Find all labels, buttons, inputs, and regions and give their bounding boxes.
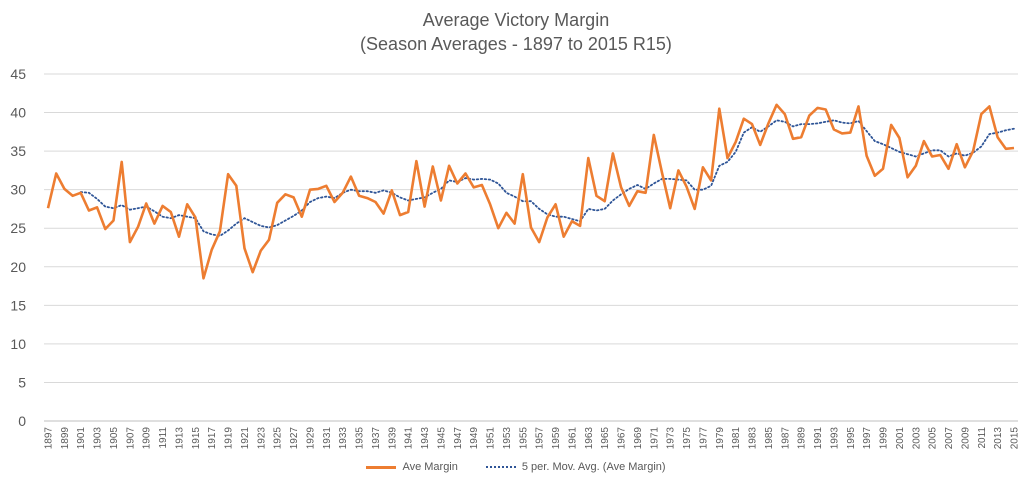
x-tick-label: 1941 [404, 427, 415, 450]
x-tick-label: 1935 [355, 427, 366, 450]
y-axis-ticks: 0 5 10 15 20 25 30 35 40 45 [10, 66, 26, 429]
x-tick-label: 1899 [60, 427, 71, 450]
x-tick-label: 2001 [895, 427, 906, 450]
y-tick-label: 10 [10, 336, 26, 352]
y-tick-label: 20 [10, 259, 26, 275]
x-tick-label: 1907 [125, 427, 136, 450]
y-tick-label: 0 [18, 413, 26, 429]
x-tick-label: 1913 [174, 427, 185, 450]
x-tick-label: 1981 [731, 427, 742, 450]
x-tick-label: 1955 [518, 427, 529, 450]
x-tick-label: 1919 [224, 427, 235, 450]
x-tick-label: 1953 [502, 427, 513, 450]
series-layer [46, 103, 1015, 280]
series-line-moving-avg [79, 119, 1015, 237]
x-tick-label: 2009 [960, 427, 971, 450]
x-tick-label: 1943 [420, 427, 431, 450]
x-tick-label: 2011 [977, 427, 988, 449]
y-tick-label: 15 [10, 297, 26, 313]
x-tick-label: 1985 [764, 427, 775, 450]
x-tick-label: 1999 [879, 427, 890, 450]
x-tick-label: 1915 [191, 427, 202, 450]
x-tick-label: 1977 [698, 427, 709, 450]
x-tick-label: 1957 [535, 427, 546, 450]
chart-title: Average Victory Margin [422, 10, 610, 30]
x-axis-ticks: 1897 1899 1901 1903 1905 1907 1909 1911 1913 1915… [44, 427, 1021, 450]
gridlines [44, 73, 1018, 422]
x-tick-label: 1965 [600, 427, 611, 450]
y-tick-label: 30 [10, 182, 26, 198]
x-tick-label: 2005 [928, 427, 939, 450]
x-tick-label: 1995 [846, 427, 857, 450]
x-tick-label: 1945 [436, 427, 447, 450]
x-tick-label: 1911 [158, 427, 169, 449]
legend: Ave Margin 5 per. Mov. Avg. (Ave Margin) [0, 461, 1032, 473]
x-tick-label: 1989 [797, 427, 808, 450]
y-tick-label: 25 [10, 220, 26, 236]
x-tick-label: 1973 [666, 427, 677, 450]
x-tick-label: 1975 [682, 427, 693, 450]
x-tick-label: 1927 [289, 427, 300, 450]
chart-subtitle: (Season Averages - 1897 to 2015 R15) [360, 34, 672, 54]
x-tick-label: 2003 [911, 427, 922, 450]
x-tick-label: 2007 [944, 427, 955, 450]
legend-label-ave-margin: Ave Margin [402, 461, 458, 473]
legend-item-ave-margin: Ave Margin [366, 461, 458, 473]
series-line-ave-margin [46, 103, 1015, 280]
x-tick-label: 1929 [305, 427, 316, 450]
legend-swatch-solid [366, 465, 397, 469]
x-tick-label: 1969 [633, 427, 644, 450]
x-tick-label: 1997 [862, 427, 873, 450]
x-tick-label: 1905 [109, 427, 120, 450]
x-tick-label: 1921 [240, 427, 251, 450]
x-tick-label: 1963 [584, 427, 595, 450]
x-tick-label: 1961 [567, 427, 578, 450]
x-tick-label: 1991 [813, 427, 824, 450]
legend-item-moving-avg: 5 per. Mov. Avg. (Ave Margin) [485, 461, 666, 473]
x-tick-label: 1939 [387, 427, 398, 450]
x-tick-label: 1937 [371, 427, 382, 450]
x-tick-label: 2013 [993, 427, 1004, 450]
x-tick-label: 1923 [256, 427, 267, 450]
x-tick-label: 1933 [338, 427, 349, 450]
x-tick-label: 1949 [469, 427, 480, 450]
x-tick-label: 1909 [142, 427, 153, 450]
chart-title-block: Average Victory Margin (Season Averages … [0, 8, 1032, 56]
legend-swatch-dotted [485, 466, 516, 468]
y-tick-label: 45 [10, 66, 26, 82]
x-tick-label: 1979 [715, 427, 726, 450]
x-tick-label: 1987 [780, 427, 791, 450]
legend-label-moving-avg: 5 per. Mov. Avg. (Ave Margin) [521, 461, 666, 473]
x-tick-label: 1931 [322, 427, 333, 450]
y-tick-label: 35 [10, 143, 26, 159]
x-tick-label: 1903 [93, 427, 104, 450]
x-tick-label: 1983 [748, 427, 759, 450]
x-tick-label: 1951 [486, 427, 497, 450]
x-tick-label: 2015 [1010, 427, 1021, 450]
x-tick-label: 1917 [207, 427, 218, 450]
x-tick-label: 1993 [829, 427, 840, 450]
x-tick-label: 1967 [617, 427, 628, 450]
x-tick-label: 1901 [76, 427, 87, 450]
x-tick-label: 1959 [551, 427, 562, 450]
x-tick-label: 1971 [649, 427, 660, 450]
x-tick-label: 1925 [273, 427, 284, 450]
y-tick-label: 40 [10, 105, 26, 121]
x-tick-label: 1947 [453, 427, 464, 450]
y-tick-label: 5 [18, 374, 26, 390]
x-tick-label: 1897 [44, 427, 55, 450]
